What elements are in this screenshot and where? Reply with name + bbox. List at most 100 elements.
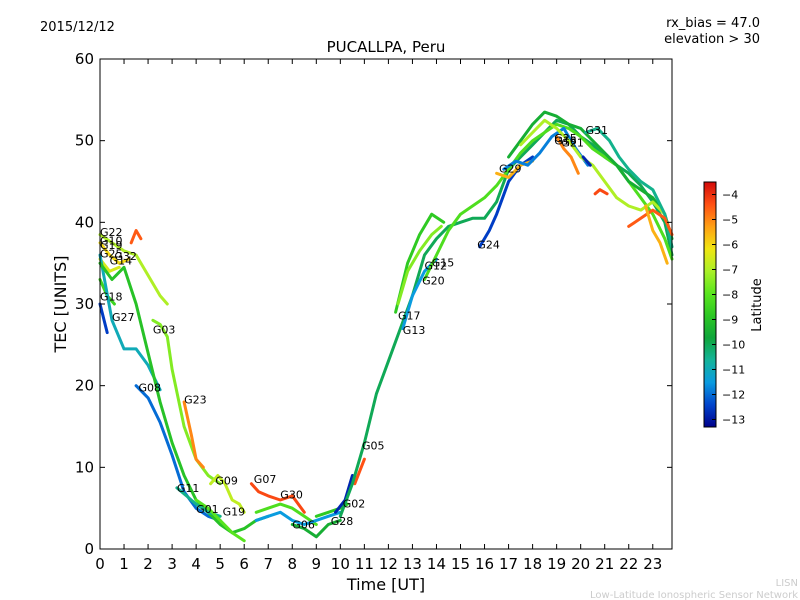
y-tick-label: 60 [75, 50, 94, 68]
series-line-g21 [519, 118, 667, 216]
satellite-label-g01: G01 [196, 503, 219, 516]
colorbar-tick-label: −6 [722, 239, 738, 252]
satellite-label-g14: G14 [110, 255, 133, 268]
series-line-g29 [495, 159, 535, 179]
satellite-label-g22: G22 [100, 226, 123, 239]
series-layer [98, 110, 674, 543]
satellite-label-g11: G11 [177, 482, 200, 495]
x-tick-label: 7 [263, 555, 273, 573]
colorbar-tick-label: −10 [722, 339, 745, 352]
x-tick-label: 12 [379, 555, 398, 573]
colorbar-tick-label: −9 [722, 314, 738, 327]
footer-network: Low-Latitude Ionospheric Sensor Network [590, 590, 798, 600]
series-line-g23 [182, 400, 205, 469]
colorbar-tick-label: −12 [722, 389, 745, 402]
rx-bias-label: rx_bias = 47.0 [666, 16, 760, 31]
series-line-g31e [644, 204, 669, 265]
series-line-g31d [627, 208, 674, 237]
satellite-label-g20: G20 [422, 274, 445, 287]
satellite-label-g31: G31 [586, 124, 609, 137]
satellite-label-g27: G27 [112, 311, 135, 324]
y-tick-label: 40 [75, 213, 94, 231]
satellite-label-g18: G18 [100, 291, 123, 304]
y-tick-label: 50 [75, 132, 94, 150]
x-tick-label: 5 [215, 555, 225, 573]
y-tick-label: 20 [75, 377, 94, 395]
x-tick-label: 10 [331, 555, 350, 573]
date-label: 2015/12/12 [40, 20, 115, 35]
x-tick-label: 4 [191, 555, 201, 573]
x-tick-label: 9 [312, 555, 322, 573]
satellite-label-layer: G22G10G19G25G32G14G18G27G03G08G23G11G01G… [100, 124, 608, 531]
satellite-label-g24: G24 [477, 238, 500, 251]
colorbar-tick-label: −7 [722, 264, 738, 277]
colorbar-tick-label: −13 [722, 414, 745, 427]
elevation-label: elevation > 30 [664, 32, 760, 47]
satellite-label-g02: G02 [343, 497, 366, 510]
x-axis-label: Time [UT] [346, 575, 425, 594]
y-tick-label: 0 [84, 540, 94, 558]
series-line-g01 [194, 498, 246, 543]
series-line-g15 [423, 122, 674, 281]
series-line-g20 [338, 118, 674, 518]
series-line-g17 [394, 212, 446, 314]
footer-lisn: LISN [776, 578, 798, 589]
satellite-label-g16: G16 [554, 135, 577, 148]
satellite-label-g03: G03 [153, 323, 176, 336]
y-tick-label: 30 [75, 295, 94, 313]
series-line-g25 [98, 257, 121, 273]
colorbar [703, 181, 717, 428]
x-tick-label: 18 [523, 555, 542, 573]
satellite-label-g12: G12 [425, 260, 448, 273]
satellite-label-g29: G29 [499, 162, 522, 175]
colorbar-tick-label: −5 [722, 214, 738, 227]
satellite-label-g07: G07 [254, 473, 277, 486]
series-line-g31c [581, 155, 592, 167]
series-line-g12 [396, 224, 443, 306]
series-line-g26 [507, 110, 674, 241]
x-tick-label: 2 [143, 555, 153, 573]
x-tick-label: 1 [119, 555, 129, 573]
colorbar-tick-label: −11 [722, 364, 745, 377]
series-line-g07 [249, 482, 306, 514]
series-line-g05b [353, 457, 366, 486]
x-tick-label: 20 [571, 555, 590, 573]
colorbar-label: Latitude [750, 278, 765, 332]
satellite-label-g06: G06 [292, 519, 315, 532]
x-tick-label: 0 [95, 555, 105, 573]
satellite-label-g25: G25 [554, 132, 577, 145]
satellite-label-g19: G19 [223, 505, 246, 518]
y-axis-label: TEC [UNITS] [51, 256, 70, 354]
colorbar-tick-label: −4 [722, 189, 738, 202]
x-tick-label: 19 [547, 555, 566, 573]
series-line-g08 [134, 384, 222, 522]
satellite-label-g08: G08 [139, 381, 162, 394]
x-tick-label: 6 [239, 555, 249, 573]
series-line-g31b [593, 188, 609, 196]
y-axis: 0 10 20 30 40 50 60 [75, 50, 672, 558]
x-tick-label: 16 [475, 555, 494, 573]
satellite-label-g09: G09 [215, 474, 238, 487]
satellite-label-g32: G32 [114, 250, 137, 263]
series-line-g31 [584, 126, 674, 249]
x-tick-label: 15 [451, 555, 470, 573]
satellite-label-g13: G13 [403, 324, 426, 337]
satellite-label-g19: G19 [100, 239, 123, 252]
satellite-label-g15: G15 [432, 256, 455, 269]
colorbar-ticks: −13 −12 −11 −10 −9 −8 −7 −6 −5 −4 [712, 189, 745, 427]
x-tick-label: 14 [427, 555, 446, 573]
x-axis: 0 1 2 3 4 5 6 7 8 9 10 11 12 13 14 15 16 17 18 19 20 21 22 23 [95, 59, 662, 573]
chart-title: PUCALLPA, Peru [327, 38, 446, 56]
series-line-g28 [290, 518, 342, 539]
series-line-g27 [98, 253, 162, 392]
series-line-g25b [555, 135, 580, 175]
satellite-label-g23: G23 [184, 394, 207, 407]
satellite-label-g21: G21 [561, 136, 584, 149]
x-tick-label: 17 [499, 555, 518, 573]
x-tick-label: 13 [403, 555, 422, 573]
series-line-g18b [98, 302, 109, 335]
series-line-g30 [254, 502, 318, 526]
y-tick-label: 10 [75, 458, 94, 476]
satellite-label-g25: G25 [100, 247, 123, 260]
